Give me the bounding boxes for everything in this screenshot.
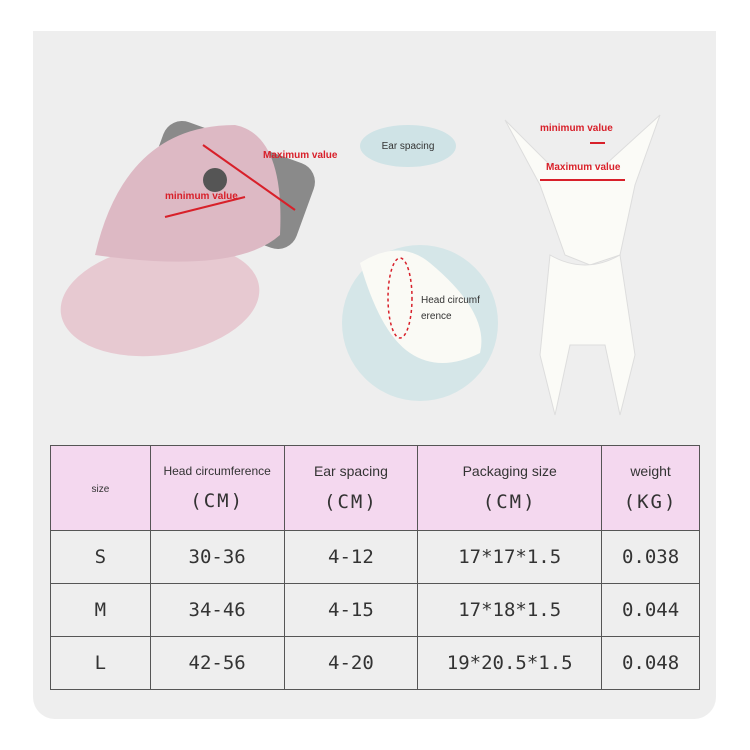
- table-header-row: size Head circumference (CM) Ear spacing(…: [50, 445, 700, 531]
- header-head-circumference: Head circumference (CM): [149, 445, 285, 531]
- cell-head: 30-36: [149, 530, 285, 584]
- cell-size: L: [50, 636, 151, 690]
- cell-weight: 0.044: [601, 583, 700, 637]
- hat-min-label: minimum value: [165, 191, 238, 202]
- header-weight: weight (KG): [601, 445, 700, 531]
- cell-ear: 4-20: [283, 636, 419, 690]
- hat-max-label: Maximum value: [263, 150, 338, 161]
- ear-spacing-pill: Ear spacing: [360, 125, 456, 167]
- dog-max-label: Maximum value: [546, 162, 621, 173]
- cell-weight: 0.048: [601, 636, 700, 690]
- table-row: M 34-46 4-15 17*18*1.5 0.044: [50, 583, 700, 637]
- ear-spacing-label: Ear spacing: [381, 140, 435, 152]
- dog-mannequin-image: [504, 114, 661, 416]
- cell-ear: 4-15: [283, 583, 419, 637]
- header-packaging-size: Packaging size (CM): [417, 445, 603, 531]
- table-row: L 42-56 4-20 19*20.5*1.5 0.048: [50, 636, 700, 690]
- header-size: size: [50, 445, 151, 531]
- cell-size: M: [50, 583, 151, 637]
- head-circ-label: Head circumf erence: [421, 295, 480, 322]
- size-chart-table: size Head circumference (CM) Ear spacing(…: [50, 445, 700, 690]
- pink-hat-image: [60, 120, 315, 357]
- head-circumference-image: [342, 245, 498, 401]
- header-ear-spacing: Ear spacing (CM): [283, 445, 419, 531]
- cell-weight: 0.038: [601, 530, 700, 584]
- cell-pack: 17*18*1.5: [417, 583, 603, 637]
- cell-size: S: [50, 530, 151, 584]
- cell-head: 34-46: [149, 583, 285, 637]
- dog-min-label: minimum value: [540, 123, 613, 134]
- cell-pack: 17*17*1.5: [417, 530, 603, 584]
- cell-ear: 4-12: [283, 530, 419, 584]
- cell-pack: 19*20.5*1.5: [417, 636, 603, 690]
- table-row: S 30-36 4-12 17*17*1.5 0.038: [50, 530, 700, 584]
- cell-head: 42-56: [149, 636, 285, 690]
